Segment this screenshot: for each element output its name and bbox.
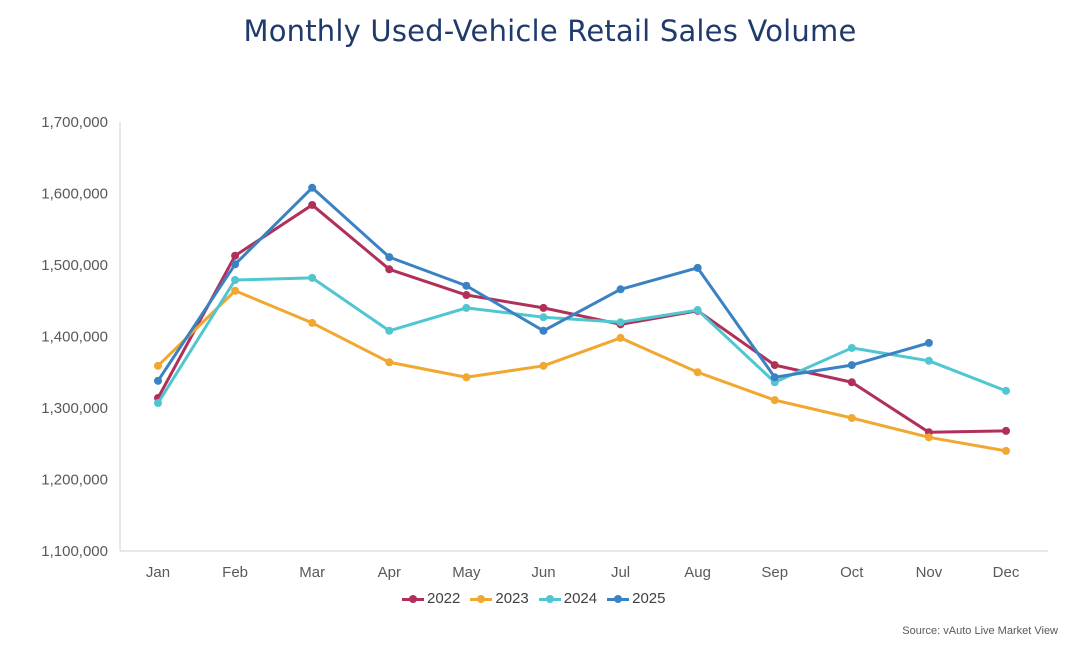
legend-item-2022: 2022 xyxy=(402,590,460,607)
data-point-2024 xyxy=(924,356,933,365)
data-point-2025 xyxy=(154,376,162,385)
data-point-2024 xyxy=(154,398,162,407)
x-tick-label: May xyxy=(452,564,481,581)
data-point-2024 xyxy=(231,276,240,285)
data-point-2025 xyxy=(770,373,779,382)
data-point-2025 xyxy=(385,253,394,262)
data-point-2022 xyxy=(308,200,317,209)
series-2024 xyxy=(154,273,1010,407)
data-point-2023 xyxy=(1002,446,1010,455)
data-point-2022 xyxy=(847,378,856,387)
data-point-2024 xyxy=(385,326,394,335)
chart-legend: 2022 2023 2024 2025 xyxy=(402,590,666,607)
y-tick-label: 1,100,000 xyxy=(41,543,108,560)
data-point-2023 xyxy=(385,358,394,367)
series-line-2024 xyxy=(156,276,1007,404)
data-point-2023 xyxy=(693,368,702,377)
x-tick-label: Dec xyxy=(993,564,1020,581)
data-point-2025 xyxy=(693,263,702,272)
data-point-2022 xyxy=(462,291,471,300)
series-line-2023 xyxy=(156,289,1007,453)
x-tick-label: Sep xyxy=(761,564,788,581)
legend-label: 2025 xyxy=(632,590,666,607)
data-point-2025 xyxy=(924,338,933,347)
data-point-2025 xyxy=(616,285,625,294)
data-point-2023 xyxy=(847,414,856,423)
data-point-2022 xyxy=(231,251,240,260)
data-point-2025 xyxy=(539,326,548,335)
data-point-2024 xyxy=(308,273,317,282)
legend-item-2024: 2024 xyxy=(538,590,598,607)
series-line-2022 xyxy=(156,203,1007,434)
legend-item-2023: 2023 xyxy=(470,590,529,607)
x-tick-label: Mar xyxy=(299,564,325,581)
x-tick-label: Oct xyxy=(840,564,864,581)
data-point-2024 xyxy=(616,318,625,327)
data-point-2023 xyxy=(539,361,548,370)
x-tick-label: Jan xyxy=(146,564,170,581)
data-point-2023 xyxy=(462,373,471,382)
series-2023 xyxy=(154,286,1010,455)
data-point-2025 xyxy=(462,281,471,290)
series-line-2025 xyxy=(156,186,930,382)
data-point-2023 xyxy=(154,361,162,370)
x-tick-label: Nov xyxy=(916,564,943,581)
data-point-2023 xyxy=(616,333,625,342)
legend-label: 2023 xyxy=(495,590,529,607)
legend-swatch-icon xyxy=(402,594,424,604)
data-point-2025 xyxy=(847,361,856,370)
legend-swatch-icon xyxy=(538,594,561,604)
data-point-2023 xyxy=(308,318,317,327)
x-tick-label: Jul xyxy=(611,564,630,581)
legend-swatch-icon xyxy=(470,594,493,604)
data-point-2024 xyxy=(539,313,548,322)
data-point-2022 xyxy=(770,361,779,370)
data-point-2025 xyxy=(231,260,240,269)
y-tick-label: 1,500,000 xyxy=(41,257,108,274)
y-tick-label: 1,300,000 xyxy=(41,400,108,417)
y-tick-label: 1,400,000 xyxy=(41,329,108,346)
legend-label: 2024 xyxy=(563,590,598,607)
data-point-2024 xyxy=(693,306,702,315)
data-point-2023 xyxy=(924,433,933,442)
x-tick-label: Feb xyxy=(222,564,248,581)
data-point-2022 xyxy=(539,303,548,312)
source-note: Source: vAuto Live Market View xyxy=(902,625,1058,637)
data-point-2022 xyxy=(1002,426,1010,435)
chart-title: Monthly Used-Vehicle Retail Sales Volume xyxy=(243,14,857,48)
data-point-2024 xyxy=(847,343,856,352)
legend-swatch-icon xyxy=(607,594,630,604)
series-2025 xyxy=(154,183,933,385)
legend-label: 2022 xyxy=(427,590,461,607)
data-point-2022 xyxy=(385,265,394,274)
data-point-2024 xyxy=(462,303,471,312)
y-tick-label: 1,200,000 xyxy=(41,472,108,489)
x-tick-label: Apr xyxy=(378,564,401,581)
data-point-2024 xyxy=(1002,386,1010,395)
y-tick-label: 1,600,000 xyxy=(41,186,108,203)
data-point-2023 xyxy=(231,286,240,295)
data-point-2023 xyxy=(770,396,779,405)
legend-item-2025: 2025 xyxy=(607,590,666,607)
data-point-2025 xyxy=(308,183,317,192)
x-tick-label: Aug xyxy=(684,564,711,581)
series-2022 xyxy=(154,200,1010,437)
y-tick-label: 1,700,000 xyxy=(41,114,108,131)
x-tick-label: Jun xyxy=(531,564,555,581)
